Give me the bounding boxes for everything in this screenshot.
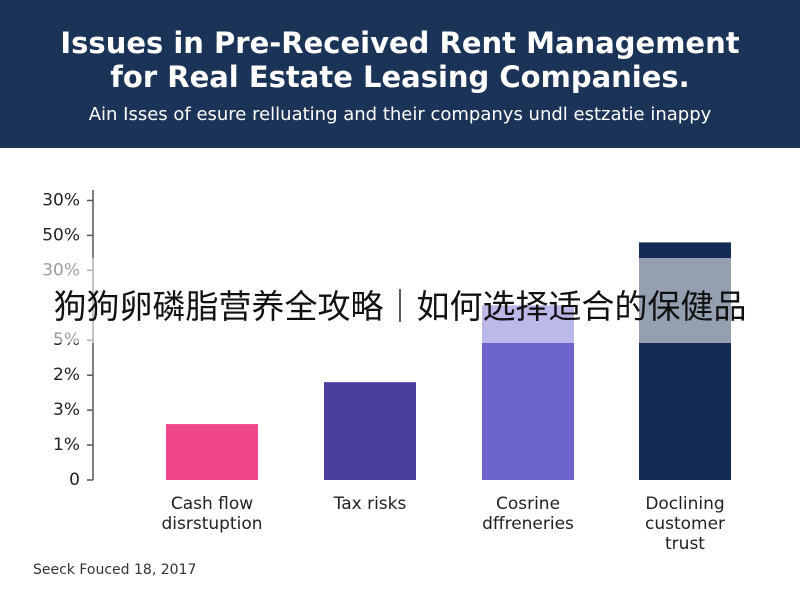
y-tick-label: 0: [69, 470, 80, 490]
y-tick-label: 3%: [53, 400, 80, 420]
overlay-banner: [0, 258, 800, 343]
y-tick-label: 30%: [42, 190, 80, 210]
x-tick-label: Doclining customer trust: [644, 494, 726, 554]
y-tick-label: 1%: [53, 435, 80, 455]
x-tick-label: Cosrine dffreneries: [482, 494, 574, 534]
chart-subtitle: Ain Isses of esure relluating and their …: [88, 104, 712, 125]
footnote: Seeck Fouced 18, 2017: [33, 562, 197, 578]
x-tick-label: Cash flow disrstuption: [161, 494, 263, 534]
y-tick-label: 50%: [42, 225, 80, 245]
header: [0, 0, 800, 148]
overlay-text: 狗狗卵磷脂营养全攻略｜如何选择适合的保健品: [53, 287, 747, 326]
bar: [166, 424, 258, 480]
bar: [324, 382, 416, 480]
y-tick-label: 2%: [53, 365, 80, 385]
x-tick-label: Tax risks: [333, 494, 407, 514]
chart-title: Issues in Pre-Received Rent Management f…: [60, 26, 740, 94]
